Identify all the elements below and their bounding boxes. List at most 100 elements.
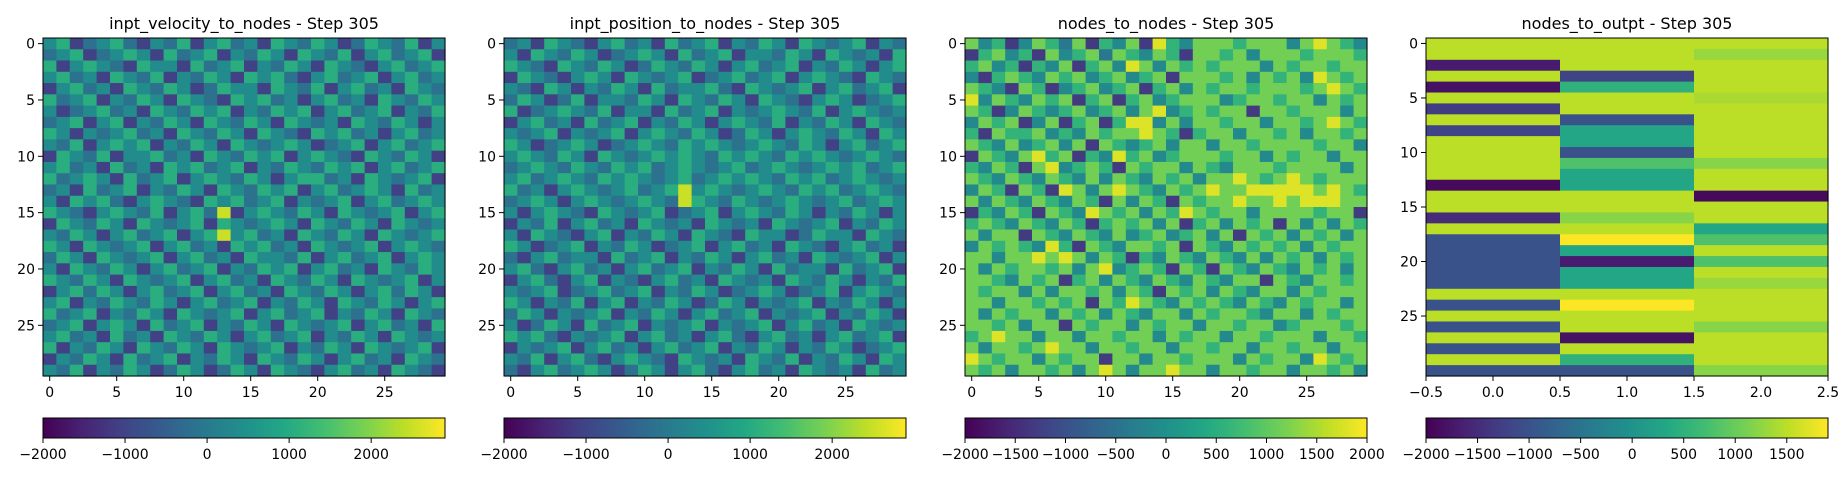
heatmap-cell: [1313, 161, 1328, 174]
heatmap-cell: [1005, 105, 1020, 118]
heatmap-cell: [364, 285, 379, 298]
heatmap-cell: [611, 60, 626, 73]
heatmap-cell: [1313, 150, 1328, 163]
heatmap-cell: [431, 274, 446, 287]
heatmap-cell: [1072, 218, 1087, 231]
colorbar-gradient: [42, 417, 446, 439]
heatmap-cell: [1152, 330, 1167, 343]
heatmap-cell: [150, 94, 165, 107]
colorbar: −2000 −1500 −1000 −500 0 500 1000 1500 2000: [941, 417, 1385, 463]
heatmap-cell: [418, 330, 433, 343]
heatmap-cell: [879, 308, 894, 321]
heatmap-cell: [731, 330, 746, 343]
heatmap-cell: [1192, 139, 1207, 152]
heatmap-cell: [664, 319, 679, 332]
heatmap-cell: [718, 94, 733, 107]
heatmap-cell: [1166, 128, 1180, 140]
heatmap-cell: [571, 364, 585, 377]
heatmap-cell: [378, 94, 392, 107]
heatmap-cell: [991, 38, 1006, 50]
heatmap-cell: [664, 353, 679, 366]
heatmap-cell: [284, 139, 299, 152]
heatmap-cell: [530, 116, 545, 129]
heatmap-cell: [745, 105, 760, 118]
heatmap-cell: [364, 218, 379, 231]
heatmap-cell: [1300, 229, 1314, 242]
colorbar-tick-label: −1500: [1454, 447, 1501, 463]
heatmap-cell: [1219, 60, 1234, 73]
heatmap-cell: [56, 330, 71, 343]
heatmap-cell: [1313, 83, 1328, 95]
heatmap-cell: [150, 150, 165, 163]
heatmap-cell: [718, 139, 733, 152]
heatmap-cell: [150, 60, 165, 73]
heatmap-cell: [1273, 297, 1288, 309]
heatmap-cell: [991, 353, 1006, 366]
heatmap-cell: [297, 364, 312, 377]
heatmap-cell: [530, 83, 545, 95]
heatmap-cell: [1045, 38, 1060, 50]
heatmap-cell: [1300, 308, 1314, 321]
heatmap-cell: [69, 240, 84, 253]
heatmap-cell: [978, 342, 993, 355]
heatmap-cell: [431, 263, 446, 276]
heatmap-cell: [270, 83, 285, 95]
heatmap-cell: [624, 297, 639, 309]
heatmap-cell: [1005, 319, 1020, 332]
heatmap-cell: [1125, 353, 1140, 366]
y-tick-label: 10: [939, 149, 957, 165]
heatmap-cell: [571, 161, 585, 174]
heatmap-cell: [812, 285, 827, 298]
heatmap-cell: [150, 297, 165, 309]
heatmap-cell: [297, 94, 312, 107]
heatmap-cell: [284, 330, 299, 343]
heatmap-cell: [364, 297, 379, 309]
heatmap-cell: [110, 263, 124, 276]
x-tick-label: 1.5: [1683, 385, 1705, 401]
heatmap-cell: [1426, 136, 1561, 148]
heatmap-cell: [865, 71, 880, 84]
heatmap-cell: [812, 161, 827, 174]
heatmap-cell: [691, 240, 706, 253]
heatmap-cell: [705, 173, 719, 186]
heatmap-cell: [203, 128, 218, 140]
heatmap-cell: [123, 342, 138, 355]
heatmap-cell: [1125, 319, 1140, 332]
heatmap-cell: [1018, 207, 1033, 219]
heatmap-cell: [557, 342, 572, 355]
heatmap-cell: [1166, 94, 1180, 107]
heatmap-cell: [351, 60, 366, 73]
heatmap-cell: [1085, 195, 1100, 208]
heatmap-cell: [1032, 128, 1046, 140]
heatmap-cell: [879, 139, 894, 152]
heatmap-cell: [839, 297, 853, 309]
heatmap-cell: [404, 139, 419, 152]
heatmap-cell: [965, 195, 979, 208]
heatmap-cell: [597, 195, 612, 208]
x-tick-label: 1.0: [1616, 385, 1638, 401]
heatmap-cell: [69, 229, 84, 242]
heatmap-cell: [892, 150, 907, 163]
heatmap-cell: [1139, 83, 1154, 95]
heatmap-cell: [517, 240, 532, 253]
heatmap-cell: [284, 150, 299, 163]
heatmap-cell: [678, 94, 693, 107]
heatmap-cell: [1152, 342, 1167, 355]
heatmap-cell: [1139, 252, 1154, 264]
heatmap-cell: [123, 353, 138, 366]
heatmap-cell: [270, 94, 285, 107]
heatmap-cell: [705, 353, 719, 366]
x-tick-label: 0.5: [1549, 385, 1571, 401]
heatmap-cell: [1085, 105, 1100, 118]
heatmap-cell: [611, 319, 626, 332]
heatmap-cell: [1125, 150, 1140, 163]
heatmap-cell: [190, 364, 205, 377]
heatmap-cell: [163, 184, 178, 197]
heatmap-cell: [1045, 94, 1060, 107]
heatmap-cell: [1426, 343, 1561, 355]
heatmap-cell: [597, 94, 612, 107]
heatmap-cell: [978, 330, 993, 343]
heatmap-cell: [391, 218, 406, 231]
heatmap-cell: [351, 218, 366, 231]
heatmap-cell: [1045, 252, 1060, 264]
